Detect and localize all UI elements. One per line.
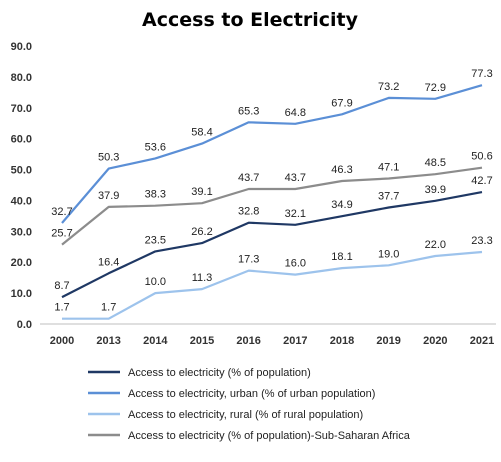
series-line-1 xyxy=(61,84,483,224)
data-label: 58.4 xyxy=(191,127,212,139)
data-label: 39.1 xyxy=(191,186,212,198)
data-label: 65.3 xyxy=(238,105,259,117)
data-label: 67.9 xyxy=(331,97,352,109)
data-label: 73.2 xyxy=(378,81,399,93)
data-label: 1.7 xyxy=(54,302,69,314)
y-tick-label: 80.0 xyxy=(11,72,32,84)
series-line-2 xyxy=(62,250,483,320)
x-tick-label: 2018 xyxy=(330,335,354,347)
y-tick-label: 90.0 xyxy=(11,41,32,53)
x-tick-label: 2017 xyxy=(283,335,307,347)
x-tick-label: 2015 xyxy=(190,335,214,347)
x-tick-label: 2019 xyxy=(376,335,400,347)
data-label: 8.7 xyxy=(54,280,69,292)
data-label: 43.7 xyxy=(285,172,306,184)
data-label: 38.3 xyxy=(145,189,166,201)
x-axis: 2000 2013 2014 2015 2016 2017 2018 2019 2020 2021 xyxy=(40,323,496,347)
data-label: 32.8 xyxy=(238,206,259,218)
data-label: 1.7 xyxy=(101,302,116,314)
data-label: 17.3 xyxy=(238,254,259,266)
data-label: 26.2 xyxy=(191,226,212,238)
data-label: 16.4 xyxy=(98,256,119,268)
x-tick-label: 2014 xyxy=(143,335,168,347)
data-label: 77.3 xyxy=(471,68,492,80)
y-tick-label: 20.0 xyxy=(11,257,32,269)
data-label: 37.9 xyxy=(98,190,119,202)
x-tick-label: 2016 xyxy=(236,335,260,347)
data-label: 50.6 xyxy=(471,151,492,163)
x-tick-label: 2021 xyxy=(470,335,494,347)
legend-label-0: Access to electricity (% of population) xyxy=(128,367,311,379)
data-label: 19.0 xyxy=(378,248,399,260)
data-label: 25.7 xyxy=(51,228,72,240)
y-tick-label: 0.0 xyxy=(17,319,32,331)
series-line-0 xyxy=(61,191,483,299)
data-label: 72.9 xyxy=(425,82,446,94)
data-label: 46.3 xyxy=(331,164,352,176)
chart-title: Access to Electricity xyxy=(142,9,359,31)
data-label: 42.7 xyxy=(471,175,492,187)
data-label: 48.5 xyxy=(425,157,446,169)
legend-label-1: Access to electricity, urban (% of urban… xyxy=(128,388,375,400)
data-label: 16.0 xyxy=(285,258,306,270)
data-label: 37.7 xyxy=(378,191,399,203)
data-label: 10.0 xyxy=(145,276,166,288)
series-line-3 xyxy=(61,166,483,246)
data-label: 50.3 xyxy=(98,152,119,164)
data-label: 53.6 xyxy=(145,141,166,153)
legend-label-3: Access to electricity (% of population)-… xyxy=(128,430,411,442)
data-labels: 8.7 16.4 23.5 26.2 32.8 32.1 34.9 37.7 39.9 42.7 3… xyxy=(51,68,492,314)
x-tick-label: 2020 xyxy=(423,335,447,347)
x-tick-label: 2013 xyxy=(96,335,120,347)
data-label: 18.1 xyxy=(331,251,352,263)
data-label: 32.7 xyxy=(51,206,72,218)
series-lines xyxy=(61,84,483,320)
data-label: 47.1 xyxy=(378,162,399,174)
y-axis: 0.0 10.0 20.0 30.0 40.0 50.0 60.0 70.0 80.0 90.0 xyxy=(11,41,32,331)
data-label: 34.9 xyxy=(331,199,352,211)
legend: Access to electricity (% of population) A… xyxy=(88,367,411,442)
data-label: 64.8 xyxy=(285,107,306,119)
y-tick-label: 70.0 xyxy=(11,103,32,115)
data-label: 32.1 xyxy=(285,208,306,220)
y-tick-label: 40.0 xyxy=(11,195,32,207)
x-tick-label: 2000 xyxy=(50,335,74,347)
y-tick-label: 60.0 xyxy=(11,134,32,146)
data-label: 22.0 xyxy=(425,239,446,251)
data-label: 43.7 xyxy=(238,172,259,184)
data-label: 23.3 xyxy=(471,235,492,247)
y-tick-label: 30.0 xyxy=(11,226,32,238)
data-label: 11.3 xyxy=(192,272,213,284)
legend-label-2: Access to electricity, rural (% of rural… xyxy=(128,409,363,421)
y-tick-label: 50.0 xyxy=(11,165,32,177)
data-label: 39.9 xyxy=(425,184,446,196)
y-tick-label: 10.0 xyxy=(11,288,32,300)
data-label: 23.5 xyxy=(145,234,166,246)
